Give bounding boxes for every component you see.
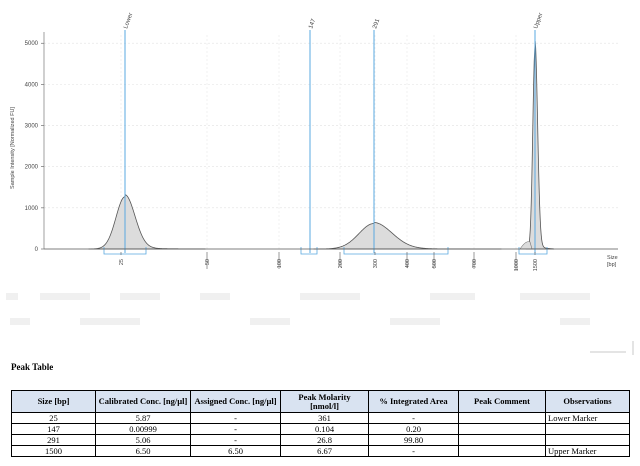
table-row: 291 5.06 - 26.8 99.80 — [11, 434, 630, 446]
y-tick-label: 0 — [35, 247, 39, 253]
x-tick-label: 700 — [472, 259, 478, 268]
marker-bracket — [518, 247, 548, 255]
x-tick-label: 300 — [373, 259, 379, 268]
x-tick-label: 25 — [119, 259, 125, 265]
cell-size: 291 — [11, 434, 96, 446]
cell-assigned-conc: - — [190, 434, 281, 446]
cell-peak-comment — [458, 423, 546, 435]
peak-area — [88, 194, 206, 250]
peak-table: Size [bp] Calibrated Conc. [ng/µl] Assig… — [11, 390, 630, 457]
cell-calibrated-conc: 6.50 — [95, 445, 191, 457]
peak-table-header-row: Size [bp] Calibrated Conc. [ng/µl] Assig… — [11, 390, 630, 413]
peak-area — [313, 222, 502, 250]
cell-size: 25 — [11, 412, 96, 424]
col-header-calibrated-conc: Calibrated Conc. [ng/µl] — [95, 390, 191, 413]
faint-lane-row-3 — [0, 341, 640, 359]
cell-peak-comment — [458, 445, 546, 457]
x-tick-label: 1000 — [514, 259, 520, 271]
peak-table-title: Peak Table — [11, 362, 54, 372]
col-header-assigned-conc: Assigned Conc. [ng/µl] — [190, 390, 281, 413]
peak-fills — [88, 41, 555, 250]
x-tick-label: 200 — [338, 259, 344, 268]
col-header-size: Size [bp] — [11, 390, 96, 413]
cell-peak-comment — [458, 412, 546, 424]
x-tick-label: 100 — [277, 259, 283, 268]
cell-size: 1500 — [11, 445, 96, 457]
cell-assigned-conc: 6.50 — [190, 445, 281, 457]
cell-peak-molarity: 361 — [280, 412, 369, 424]
cell-peak-molarity: 26.8 — [280, 434, 369, 446]
cell-observations: Lower Marker — [545, 412, 630, 424]
marker-label: 291 — [372, 18, 381, 30]
x-tick-labels: 25 50 100 200 300 400 500 700 1000 1500 — [119, 259, 539, 271]
cell-peak-comment — [458, 434, 546, 446]
x-axis-label-line2: [bp] — [607, 262, 617, 268]
col-header-peak-comment: Peak Comment — [458, 390, 546, 413]
col-header-observations: Observations — [545, 390, 630, 413]
y-tick-label: 1000 — [25, 206, 39, 212]
marker-bracket — [300, 247, 318, 255]
marker-bracket — [103, 247, 147, 255]
peak-shoulder — [519, 241, 533, 250]
marker-label: Lower — [123, 12, 134, 29]
col-header-integrated-area: % Integrated Area — [368, 390, 459, 413]
x-axis-label-line1: Size — [607, 255, 618, 261]
table-row: 147 0.00999 - 0.104 0.20 — [11, 423, 630, 435]
cell-calibrated-conc: 5.87 — [95, 412, 191, 424]
col-header-peak-molarity: Peak Molarity [nmol/l] — [280, 390, 369, 413]
axes — [41, 32, 618, 271]
faint-lane-row-2 — [0, 318, 640, 326]
marker-label: Upper — [533, 12, 544, 29]
y-axis-label: Sample Intensity [Normalized FU] — [10, 107, 16, 189]
y-tick-label: 2000 — [25, 165, 39, 171]
cell-assigned-conc: - — [190, 423, 281, 435]
x-tick-label: 50 — [205, 259, 211, 265]
cell-integrated-area: - — [368, 412, 459, 424]
marker-lines — [103, 30, 548, 255]
x-tick-label: 400 — [405, 259, 411, 268]
x-tick-label: 1500 — [533, 259, 539, 271]
table-row: 25 5.87 - 361 - Lower Marker — [11, 412, 630, 424]
faint-lane-row-1 — [0, 293, 640, 301]
x-tick-label: 500 — [432, 259, 438, 268]
peak-area — [525, 41, 555, 250]
cell-observations: Upper Marker — [545, 445, 630, 457]
cell-integrated-area: - — [368, 445, 459, 457]
cell-calibrated-conc: 0.00999 — [95, 423, 191, 435]
table-row: 1500 6.50 6.50 6.67 - Upper Marker — [11, 445, 630, 457]
cell-integrated-area: 99.80 — [368, 434, 459, 446]
y-tick-labels: 0 1000 2000 3000 4000 5000 — [25, 41, 39, 253]
cell-peak-molarity: 0.104 — [280, 423, 369, 435]
cell-peak-molarity: 6.67 — [280, 445, 369, 457]
cell-integrated-area: 0.20 — [368, 423, 459, 435]
marker-label: 147 — [308, 18, 317, 30]
cell-observations — [545, 423, 630, 435]
cell-calibrated-conc: 5.06 — [95, 434, 191, 446]
cell-assigned-conc: - — [190, 412, 281, 424]
marker-labels: Lower 147 291 Upper — [123, 12, 544, 29]
y-tick-label: 5000 — [25, 41, 39, 47]
y-tick-label: 3000 — [25, 124, 39, 130]
cell-size: 147 — [11, 423, 96, 435]
cell-observations — [545, 434, 630, 446]
marker-bracket — [343, 247, 449, 255]
y-tick-label: 4000 — [25, 82, 39, 88]
